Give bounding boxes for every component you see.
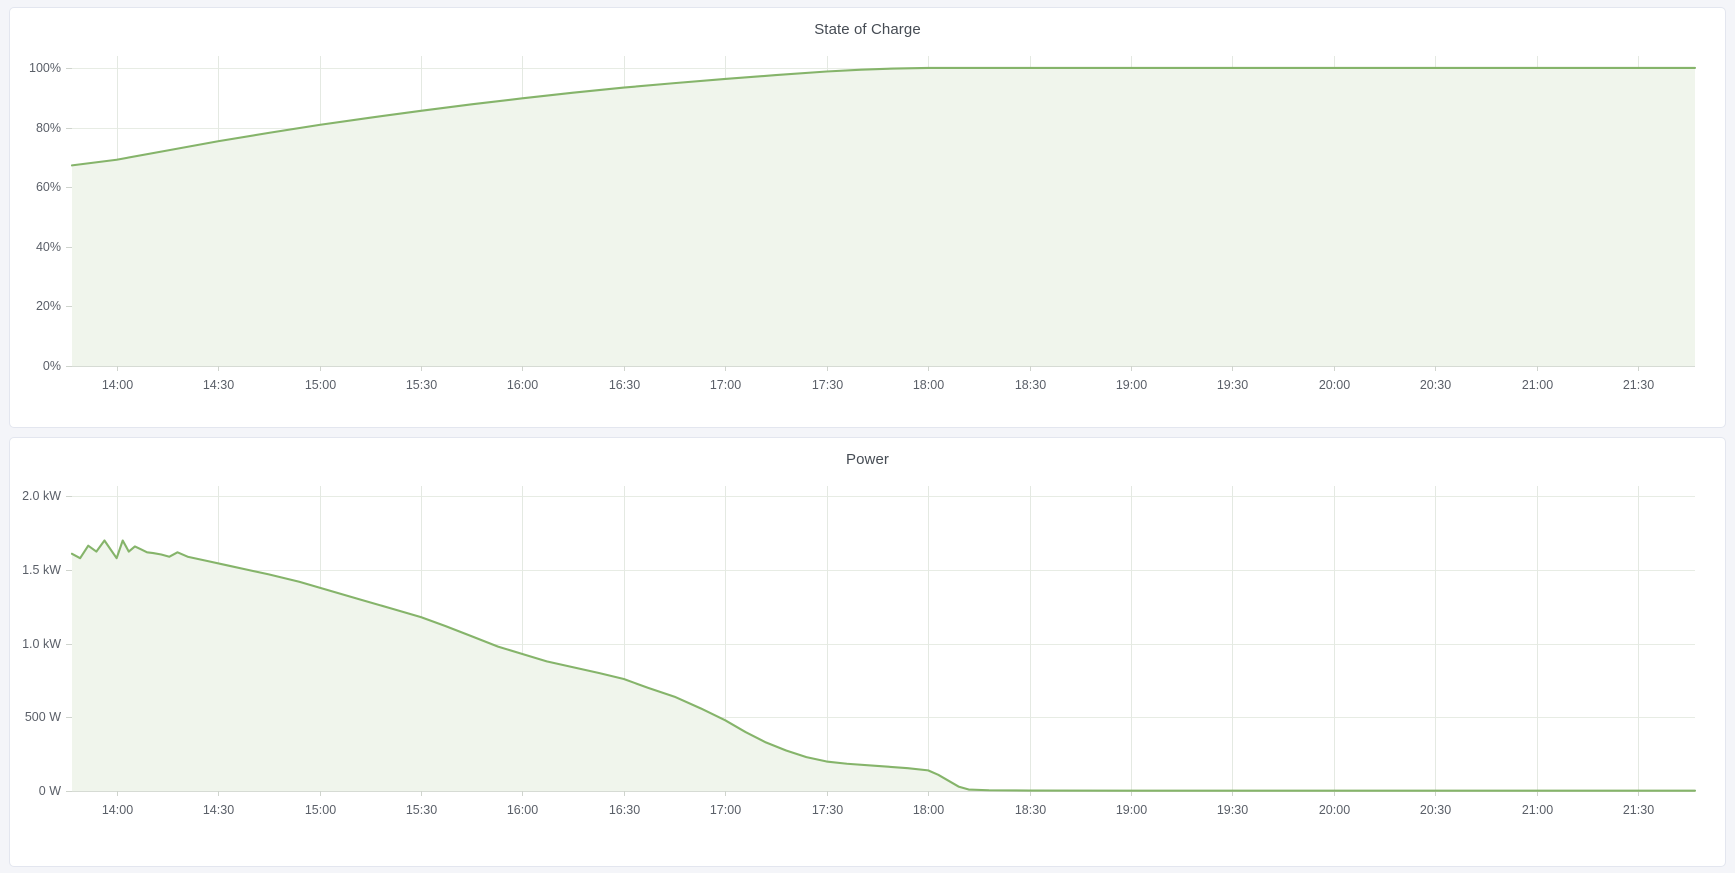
y-axis-tick-label: 100%	[29, 61, 61, 75]
x-axis-tick-label: 14:00	[102, 378, 133, 392]
y-axis-tick-label: 0 W	[39, 784, 61, 798]
x-axis-tick-label: 18:00	[913, 803, 944, 817]
chart-area-state-of-charge: 100% 80% 60% 40% 20% 0% 14:00 14:30 15:00 15:30 16…	[10, 44, 1725, 427]
x-axis-tick-label: 17:30	[812, 803, 843, 817]
x-axis-tick-label: 16:30	[609, 378, 640, 392]
x-axis-tick-label: 18:30	[1015, 378, 1046, 392]
x-axis-tick-label: 21:30	[1623, 803, 1654, 817]
x-axis-tick-label: 14:30	[203, 803, 234, 817]
power-chart: 2.0 kW 1.5 kW 1.0 kW 500 W 0 W 14:00 14:30 15:0…	[22, 486, 1697, 817]
series-area-fill	[72, 67, 1695, 367]
panel-state-of-charge: State of Charge 100% 80% 60% 40% 20% 0% 14:00 1…	[9, 7, 1726, 428]
x-axis-tick-label: 14:30	[203, 378, 234, 392]
y-axis-tick-label: 60%	[36, 180, 61, 194]
x-axis-tick-label: 21:30	[1623, 378, 1654, 392]
y-axis-tick-label: 2.0 kW	[22, 489, 61, 503]
x-axis-tick-label: 19:30	[1217, 378, 1248, 392]
y-axis-tick-label: 1.5 kW	[22, 563, 61, 577]
y-axis-tick-label: 500 W	[25, 710, 61, 724]
x-axis-tick-label: 17:00	[710, 378, 741, 392]
x-axis-tick-label: 15:00	[305, 803, 336, 817]
x-axis-tick-label: 19:00	[1116, 378, 1147, 392]
x-axis-tick-label: 19:00	[1116, 803, 1147, 817]
x-axis-tick-label: 16:00	[507, 803, 538, 817]
x-axis-tick-label: 20:00	[1319, 378, 1350, 392]
x-axis-tick-label: 21:00	[1522, 803, 1553, 817]
x-axis-tick-label: 15:00	[305, 378, 336, 392]
state-of-charge-chart: 100% 80% 60% 40% 20% 0% 14:00 14:30 15:00 15:30 16…	[29, 56, 1697, 392]
y-axis-tick-label: 0%	[43, 359, 61, 373]
x-axis-tick-label: 14:00	[102, 803, 133, 817]
y-axis-tick-label: 20%	[36, 299, 61, 313]
chart-area-power: 2.0 kW 1.5 kW 1.0 kW 500 W 0 W 14:00 14:30 15:0…	[10, 474, 1725, 866]
series-line	[70, 539, 1697, 792]
x-axis-tick-label: 17:00	[710, 803, 741, 817]
panel-power: Power 2.0 kW 1.5 kW 1.0 kW 500 W 0 W 14:00 14:…	[9, 437, 1726, 867]
x-axis-tick-label: 19:30	[1217, 803, 1248, 817]
x-axis-tick-label: 16:00	[507, 378, 538, 392]
x-axis-tick-label: 17:30	[812, 378, 843, 392]
x-axis-tick-label: 20:00	[1319, 803, 1350, 817]
y-axis-tick-label: 1.0 kW	[22, 637, 61, 651]
panel-title-power: Power	[845, 451, 890, 468]
x-axis-tick-label: 15:30	[406, 378, 437, 392]
series-line	[70, 66, 1697, 167]
x-axis-tick-label: 15:30	[406, 803, 437, 817]
x-axis-tick-label: 18:30	[1015, 803, 1046, 817]
x-axis-tick-label: 18:00	[913, 378, 944, 392]
y-axis-tick-label: 40%	[36, 240, 61, 254]
y-axis-tick-label: 80%	[36, 121, 61, 135]
x-axis-tick-label: 20:30	[1420, 803, 1451, 817]
series-area-fill	[72, 540, 1695, 791]
x-axis-tick-label: 21:00	[1522, 378, 1553, 392]
x-axis-tick-label: 20:30	[1420, 378, 1451, 392]
x-axis-tick-label: 16:30	[609, 803, 640, 817]
panel-title-state-of-charge: State of Charge	[814, 21, 921, 38]
